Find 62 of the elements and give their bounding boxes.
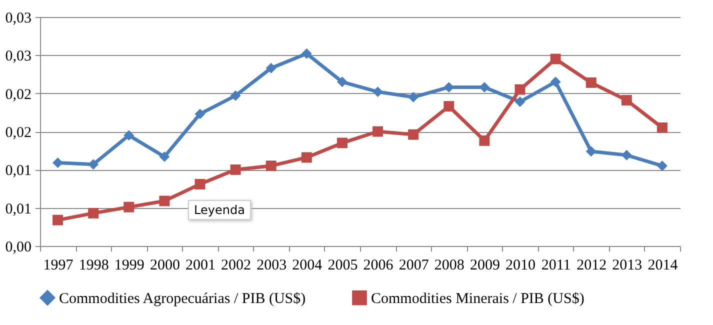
x-tick-label: 2002 bbox=[221, 258, 252, 274]
x-tick-label: 2010 bbox=[506, 258, 536, 274]
x-tick-label: 1998 bbox=[78, 258, 109, 274]
point bbox=[194, 108, 206, 120]
point bbox=[52, 214, 64, 226]
point bbox=[336, 76, 348, 88]
x-tick-label: 2012 bbox=[576, 258, 607, 274]
point bbox=[159, 196, 170, 206]
point bbox=[479, 135, 490, 146]
point bbox=[230, 164, 241, 175]
point bbox=[514, 84, 526, 95]
point bbox=[408, 92, 419, 102]
y-tick-label: 0,03 bbox=[5, 10, 32, 26]
point bbox=[621, 150, 632, 160]
point bbox=[372, 126, 384, 137]
x-tick-label: 2006 bbox=[363, 258, 394, 274]
point bbox=[88, 208, 99, 218]
x-tick-label: 2001 bbox=[186, 258, 216, 274]
point bbox=[124, 130, 134, 141]
point bbox=[159, 151, 170, 162]
point bbox=[586, 146, 596, 157]
x-tick-label: 2004 bbox=[292, 258, 323, 274]
point bbox=[372, 86, 384, 98]
x-tick-label: 2013 bbox=[612, 258, 642, 274]
x-tick-label: 2007 bbox=[398, 258, 430, 274]
legend-label: Commodities Agropecuárias / PIB (US$) bbox=[59, 290, 306, 307]
x-tick-label: 2003 bbox=[256, 258, 287, 274]
x-tick-label: 2009 bbox=[470, 258, 500, 274]
x-tick-label: 2008 bbox=[434, 258, 464, 274]
point bbox=[336, 138, 348, 148]
x-tick-label: 2011 bbox=[541, 258, 571, 274]
x-tick-label: 1999 bbox=[114, 258, 144, 274]
point bbox=[266, 62, 276, 74]
y-tick-label: 0,01 bbox=[5, 201, 32, 218]
x-tick-label: 1997 bbox=[43, 258, 74, 274]
point bbox=[194, 178, 206, 190]
point bbox=[230, 90, 241, 101]
point bbox=[301, 152, 312, 163]
point bbox=[586, 77, 596, 88]
point bbox=[621, 94, 632, 106]
point bbox=[266, 160, 276, 172]
y-tick-label: 0,02 bbox=[5, 86, 32, 103]
legend-label: Commodities Minerais / PIB (US$) bbox=[371, 290, 584, 307]
point bbox=[550, 54, 561, 64]
y-tick-label: 0,02 bbox=[5, 125, 32, 141]
point bbox=[52, 158, 64, 168]
point bbox=[550, 76, 561, 88]
y-tick-label: 0,00 bbox=[5, 240, 32, 256]
point bbox=[88, 159, 99, 170]
point bbox=[444, 101, 454, 112]
y-tick-label: 0,01 bbox=[5, 163, 32, 180]
x-tick-label: 2005 bbox=[328, 258, 358, 274]
point bbox=[656, 160, 668, 172]
x-tick-label: 2014 bbox=[648, 258, 678, 274]
y-tick-label: 0,03 bbox=[5, 48, 32, 65]
point bbox=[408, 129, 419, 140]
annotation: Leyenda bbox=[188, 200, 251, 220]
point bbox=[514, 96, 526, 107]
point bbox=[301, 48, 312, 59]
x-tick-label: 2000 bbox=[150, 258, 180, 274]
point bbox=[656, 122, 668, 133]
point bbox=[124, 202, 134, 212]
